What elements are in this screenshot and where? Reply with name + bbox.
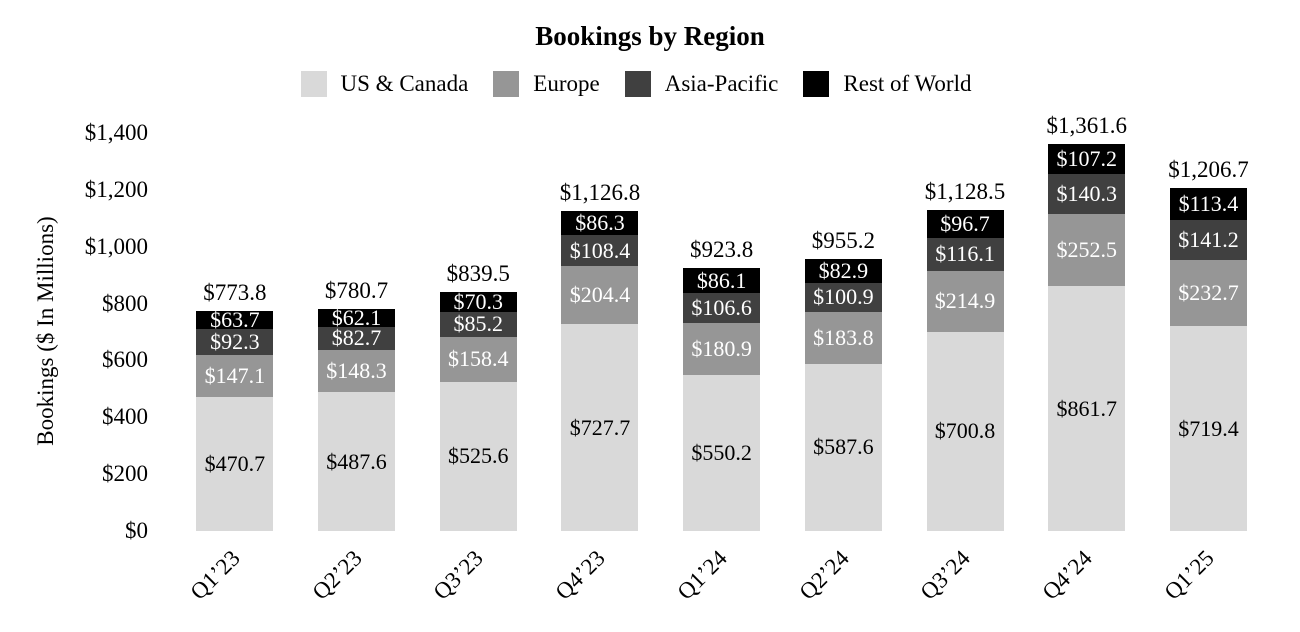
x-category-label: Q4’24 — [1021, 545, 1096, 604]
bar-segment: $525.6 — [439, 381, 517, 531]
y-axis-tick-label: $1,400 — [84, 120, 148, 145]
legend-label: Asia-Pacific — [664, 71, 779, 96]
legend-swatch — [803, 71, 830, 97]
bar-segment: $180.9 — [683, 323, 761, 375]
bar-segment: $108.4 — [561, 235, 639, 266]
legend-swatch — [300, 71, 327, 97]
bar-segment: $727.7 — [561, 324, 639, 531]
x-category-label: Q3’23 — [412, 545, 488, 604]
bar-segment: $140.3 — [1048, 174, 1126, 215]
bar-segment: $214.9 — [926, 270, 1004, 332]
legend-label: Rest of World — [843, 71, 972, 96]
x-category-label-text: Q1’23 — [185, 545, 245, 605]
x-category-label-text: Q3’24 — [915, 545, 976, 605]
bar-segment: $587.6 — [804, 363, 882, 531]
bar-segment: $85.2 — [439, 312, 517, 337]
bar-segment: $204.4 — [561, 266, 639, 325]
bar-segment: $183.8 — [804, 311, 882, 364]
y-axis-tick-label: $1,200 — [84, 176, 148, 202]
legend-item: Asia-Pacific — [624, 71, 779, 97]
bar-segment: $700.8 — [926, 331, 1004, 531]
x-category-label: Q2’23 — [291, 545, 366, 604]
bar-total-label: $1,126.8 — [559, 179, 641, 205]
bar-segment: $470.7 — [196, 397, 274, 531]
x-category-label: Q1’25 — [1143, 545, 1218, 604]
x-category-label-text: Q3’23 — [428, 545, 489, 605]
legend-label: Europe — [533, 71, 600, 96]
bar-segment: $116.1 — [926, 237, 1004, 271]
legend-label: US & Canada — [340, 71, 469, 96]
bar-segment: $63.7 — [196, 309, 274, 331]
x-category-label-text: Q2’23 — [307, 545, 367, 605]
bar-segment: $92.3 — [196, 329, 274, 356]
bar-segment: $147.1 — [196, 355, 274, 398]
x-category-label: Q1’23 — [169, 545, 245, 604]
x-category-label: Q2’24 — [778, 545, 853, 604]
x-category-label-text: Q1’24 — [672, 545, 732, 605]
y-axis-tick-label: $600 — [102, 347, 148, 373]
bar-total-label: $955.2 — [811, 228, 875, 254]
x-category-label-text: Q4’24 — [1037, 545, 1097, 605]
y-axis-tick-label: $800 — [102, 290, 148, 316]
x-category-label: Q3’24 — [899, 545, 975, 604]
legend-item: US & Canada — [300, 71, 469, 97]
bar-segment: $82.9 — [804, 259, 882, 283]
bar-segment: $550.2 — [683, 374, 761, 531]
bar-segment: $252.5 — [1048, 214, 1126, 287]
legend: US & Canada Europe Asia-Pacific Rest of Wor… — [0, 69, 1286, 99]
bar-segment: $106.6 — [683, 292, 761, 324]
bar-segment: $232.7 — [1169, 260, 1247, 327]
legend-swatch — [493, 71, 520, 97]
bar-segment: $719.4 — [1169, 326, 1247, 531]
x-category-label-text: Q1’25 — [1159, 545, 1219, 605]
bar-segment: $861.7 — [1048, 286, 1126, 531]
bar-segment: $107.2 — [1048, 143, 1126, 175]
bar-segment: $86.3 — [561, 210, 639, 236]
y-axis-tick-label: $400 — [102, 404, 148, 430]
x-category-label: Q1’24 — [656, 545, 731, 604]
bar-segment: $141.2 — [1169, 220, 1247, 261]
y-axis-tick-label: $1,000 — [84, 233, 148, 259]
bar-segment: $113.4 — [1169, 187, 1247, 221]
bar-segment: $96.7 — [926, 210, 1004, 238]
x-category-label: Q4’23 — [534, 545, 610, 604]
bar-segment: $70.3 — [439, 291, 517, 313]
legend-item: Europe — [493, 71, 600, 97]
bar-segment: $86.1 — [683, 268, 761, 293]
bar-segment: $487.6 — [318, 392, 396, 531]
bar-total-label: $773.8 — [203, 280, 267, 306]
x-category-label-text: Q4’23 — [550, 545, 610, 605]
bar-total-label: $1,361.6 — [1046, 112, 1128, 138]
bar-segment: $148.3 — [318, 350, 396, 393]
legend-item: Rest of World — [803, 71, 971, 97]
y-axis-tick-label: $0 — [125, 518, 148, 543]
bar-total-label: $839.5 — [446, 261, 510, 287]
bar-total-label: $1,206.7 — [1168, 156, 1249, 182]
bar-total-label: $780.7 — [324, 278, 389, 304]
bar-segment: $62.1 — [318, 307, 396, 328]
bar-total-label: $1,128.5 — [924, 179, 1006, 205]
legend-swatch — [624, 71, 651, 97]
bar-segment: $100.9 — [804, 283, 882, 312]
bar-total-label: $923.8 — [690, 237, 754, 263]
bar-segment: $158.4 — [439, 336, 517, 382]
bar-segment: $82.7 — [318, 326, 396, 351]
x-category-label-text: Q2’24 — [794, 545, 854, 605]
chart-title: Bookings by Region — [535, 21, 765, 51]
y-axis-tick-label: $200 — [102, 461, 148, 487]
